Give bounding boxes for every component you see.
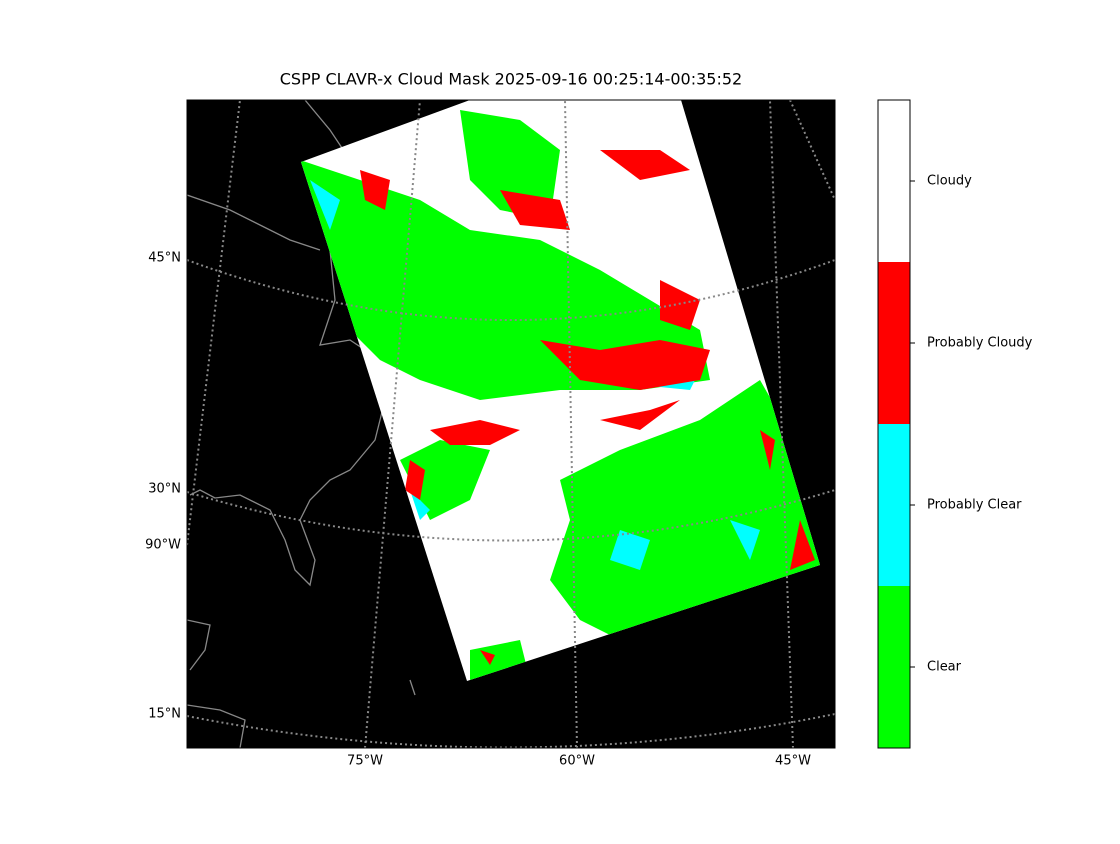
lon-label: 60°W (559, 754, 595, 769)
colorbar-label: Probably Clear (927, 498, 1022, 513)
colorbar: Clear Probably Clear Probably Cloudy Cloudy (877, 99, 1033, 749)
lat-label: 45°N (148, 251, 181, 266)
colorbar-segment (878, 586, 910, 748)
colorbar-segment (878, 262, 910, 424)
lat-label: 30°N (148, 482, 181, 497)
map-title: CSPP CLAVR-x Cloud Mask 2025-09-16 00:25… (280, 70, 742, 89)
colorbar-frame (877, 99, 911, 749)
colorbar-segment (878, 424, 910, 586)
map-area (187, 100, 835, 748)
lat-label: 15°N (148, 707, 181, 722)
lon-label: 75°W (347, 754, 383, 769)
colorbar-label: Cloudy (927, 174, 972, 189)
map-frame (186, 99, 836, 749)
colorbar-label: Clear (927, 660, 962, 675)
lon-label: 45°W (775, 754, 811, 769)
colorbar-segment (878, 100, 910, 262)
clear-regions (301, 110, 820, 681)
lon-label: 90°W (145, 538, 181, 553)
colorbar-label: Probably Cloudy (927, 336, 1033, 351)
probably-cloudy-regions (360, 150, 815, 665)
